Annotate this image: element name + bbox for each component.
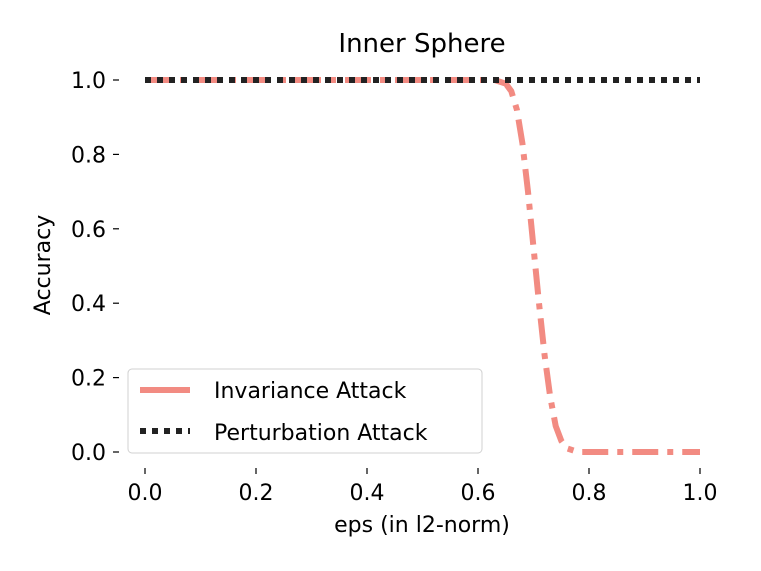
x-tick-label: 0.2 [239,481,274,506]
y-tick-label: 0.0 [71,441,106,466]
chart-title: Inner Sphere [338,29,505,59]
y-tick-label: 0.8 [71,143,106,168]
y-tick-label: 0.2 [71,367,106,392]
x-tick-label: 1.0 [683,481,718,506]
x-axis-label: eps (in l2-norm) [334,513,510,538]
x-tick-label: 0.8 [572,481,607,506]
series-layer [145,77,700,455]
y-axis-label: Accuracy [31,215,56,315]
x-tick-label: 0.6 [461,481,496,506]
legend-box [127,368,483,454]
legend-label-perturbation-attack: Perturbation Attack [214,421,428,446]
legend-label-invariance-attack: Invariance Attack [214,379,407,404]
x-tick-label: 0.0 [128,481,163,506]
x-tick-label: 0.4 [350,481,385,506]
y-tick-label: 1.0 [71,69,106,94]
legend: Invariance Attack Perturbation Attack [127,368,483,454]
y-tick-label: 0.6 [71,218,106,243]
y-axis-ticks: 0.0 0.2 0.4 0.6 0.8 1.0 [71,69,119,466]
y-tick-label: 0.4 [71,292,106,317]
x-axis-ticks: 0.0 0.2 0.4 0.6 0.8 1.0 [128,468,718,506]
